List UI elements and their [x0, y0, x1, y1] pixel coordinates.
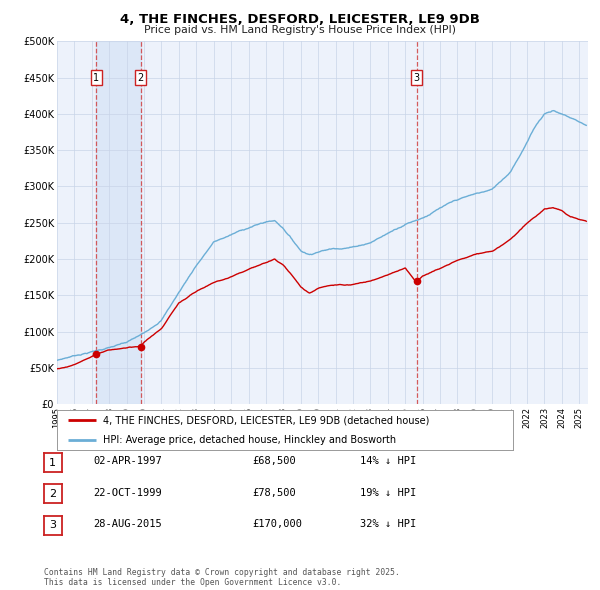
- Text: 4, THE FINCHES, DESFORD, LEICESTER, LE9 9DB (detached house): 4, THE FINCHES, DESFORD, LEICESTER, LE9 …: [103, 415, 429, 425]
- Text: 22-OCT-1999: 22-OCT-1999: [93, 488, 162, 497]
- Text: 4, THE FINCHES, DESFORD, LEICESTER, LE9 9DB: 4, THE FINCHES, DESFORD, LEICESTER, LE9 …: [120, 13, 480, 26]
- Text: £170,000: £170,000: [252, 519, 302, 529]
- Text: 2: 2: [137, 73, 144, 83]
- Text: 3: 3: [413, 73, 419, 83]
- Text: 14% ↓ HPI: 14% ↓ HPI: [360, 457, 416, 466]
- Text: 2: 2: [49, 489, 56, 499]
- Text: 19% ↓ HPI: 19% ↓ HPI: [360, 488, 416, 497]
- Bar: [96, 41, 141, 404]
- Text: Price paid vs. HM Land Registry's House Price Index (HPI): Price paid vs. HM Land Registry's House …: [144, 25, 456, 35]
- Text: £68,500: £68,500: [252, 457, 296, 466]
- Text: HPI: Average price, detached house, Hinckley and Bosworth: HPI: Average price, detached house, Hinc…: [103, 435, 396, 445]
- Text: 02-APR-1997: 02-APR-1997: [93, 457, 162, 466]
- Text: Contains HM Land Registry data © Crown copyright and database right 2025.
This d: Contains HM Land Registry data © Crown c…: [44, 568, 400, 587]
- Text: £78,500: £78,500: [252, 488, 296, 497]
- Text: 1: 1: [93, 73, 99, 83]
- Text: 3: 3: [49, 520, 56, 530]
- Text: 32% ↓ HPI: 32% ↓ HPI: [360, 519, 416, 529]
- Text: 1: 1: [49, 458, 56, 467]
- Text: 28-AUG-2015: 28-AUG-2015: [93, 519, 162, 529]
